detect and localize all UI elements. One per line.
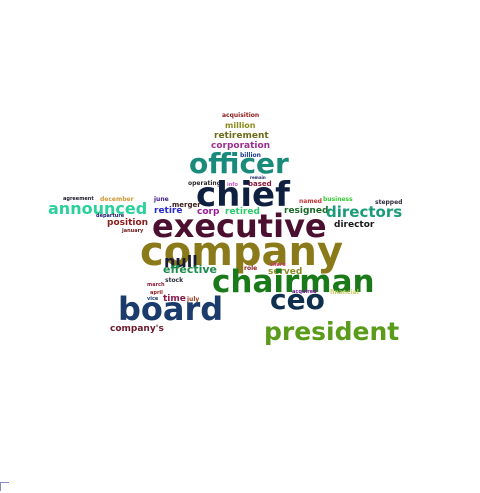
word-ceo: ceo [270, 283, 325, 316]
word-vice: vice [147, 296, 159, 302]
word-named: named [299, 198, 322, 205]
word-share: share [270, 262, 286, 268]
word-acquired: acquired [292, 289, 317, 295]
word-merger: merger [172, 201, 201, 209]
word-retire: retire [154, 206, 183, 216]
word-december: december [100, 196, 134, 203]
word-remain: remain [250, 175, 266, 180]
word-resigned: resigned [284, 206, 329, 216]
word-chairman: chairman [212, 264, 375, 300]
word-role: role [244, 265, 258, 272]
word-executive: executive [152, 207, 327, 245]
word-departure: departure [96, 213, 125, 219]
word-board: board [118, 290, 224, 328]
word-directors: directors [326, 203, 403, 221]
word-agreement: agreement [63, 196, 94, 202]
word-april: april [150, 290, 163, 296]
word-june: june [154, 196, 169, 203]
word-announced: announced [48, 199, 148, 218]
word-position: position [107, 218, 149, 228]
word-retired: retired [225, 207, 260, 217]
word-info: info [227, 182, 238, 188]
word-march: march [147, 282, 165, 288]
word-january: january [122, 228, 144, 234]
word-stock: stock [165, 277, 184, 284]
word-served: served [268, 267, 303, 277]
word-billion: billion [240, 152, 261, 159]
word-director: director [334, 220, 375, 230]
word-company: company [140, 229, 344, 275]
word-corporation: corporation [211, 141, 271, 151]
word-president: president [264, 317, 400, 346]
word-business: business [323, 196, 353, 203]
corner-mark [0, 482, 9, 491]
word-null: null [164, 252, 198, 271]
word-retirement: retirement [214, 131, 269, 141]
word-financial: financial [330, 289, 359, 296]
word-operating: operating [188, 180, 221, 187]
word-based: based [248, 180, 272, 188]
word-time: time [163, 294, 186, 304]
word-companys: company's [110, 324, 164, 334]
word-officer: officer [189, 147, 289, 180]
word-corp: corp [197, 207, 220, 217]
word-july: july [187, 296, 200, 303]
word-million: million [225, 121, 256, 130]
word-effective: effective [163, 263, 218, 276]
word-chief: chief [196, 175, 290, 215]
word-stepped: stepped [375, 199, 403, 206]
word-acquisition: acquisition [222, 112, 260, 119]
